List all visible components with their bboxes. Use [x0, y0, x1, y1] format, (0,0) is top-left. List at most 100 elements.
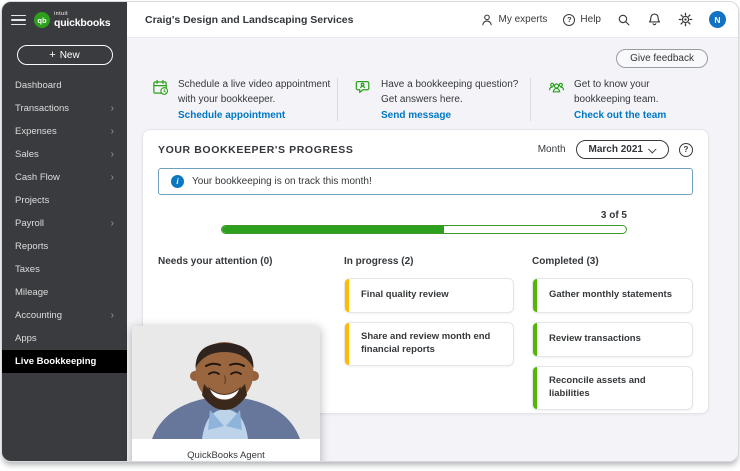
- column-header: Needs your attention (0): [158, 256, 273, 267]
- sidebar-item-label: Mileage: [15, 287, 49, 298]
- progress-count: 3 of 5: [600, 210, 627, 221]
- progress-bar-fill: [222, 226, 445, 233]
- info-icon: i: [171, 175, 184, 188]
- question-circle-icon: ?: [563, 13, 576, 26]
- sidebar-item-live-bookkeeping[interactable]: Live Bookkeeping: [2, 350, 127, 373]
- sidebar-item-label: Transactions: [15, 103, 70, 114]
- plus-icon: +: [49, 49, 56, 61]
- sidebar-item-label: Accounting: [15, 310, 63, 321]
- my-experts-button[interactable]: My experts: [480, 13, 548, 27]
- sidebar-item-label: Projects: [15, 195, 50, 206]
- sidebar: qb intuit quickbooks + New Dashboard Tran…: [2, 2, 127, 461]
- sidebar-item-label: Dashboard: [15, 80, 62, 91]
- task-label: Share and review month end financial rep…: [361, 331, 491, 355]
- sidebar-item-mileage[interactable]: Mileage: [2, 281, 127, 304]
- settings-gear-icon[interactable]: [678, 12, 693, 27]
- sidebar-item-expenses[interactable]: Expenses ›: [2, 120, 127, 143]
- task-status-accent: [533, 323, 537, 356]
- calendar-icon: [153, 79, 169, 95]
- sidebar-item-label: Apps: [15, 333, 37, 344]
- help-button[interactable]: ? Help: [563, 13, 601, 26]
- task-card-review-transactions[interactable]: Review transactions: [532, 322, 693, 357]
- month-label: Month: [537, 144, 566, 155]
- task-status-accent: [533, 279, 537, 312]
- month-select[interactable]: March 2021: [575, 140, 669, 159]
- company-name: Craig's Design and Landscaping Services: [145, 13, 354, 26]
- sidebar-item-label: Payroll: [15, 218, 45, 229]
- progress-zone: 3 of 5: [221, 210, 627, 234]
- callout-link-check-out-the-team[interactable]: Check out the team: [574, 110, 667, 121]
- sidebar-item-apps[interactable]: Apps: [2, 327, 127, 350]
- quickbooks-logo: qb intuit quickbooks: [34, 11, 111, 29]
- topbar: Craig's Design and Landscaping Services …: [127, 2, 738, 38]
- hamburger-menu-icon[interactable]: [11, 14, 26, 26]
- sidebar-item-label: Reports: [15, 241, 49, 252]
- task-status-accent: [533, 367, 537, 409]
- person-icon: [481, 14, 492, 25]
- task-label: Reconcile assets and liabilities: [549, 375, 646, 399]
- status-banner: i Your bookkeeping is on track this mont…: [158, 168, 693, 195]
- sidebar-item-taxes[interactable]: Taxes: [2, 258, 127, 281]
- callout-check-out-the-team: Get to know your bookkeeping team. Check …: [530, 78, 738, 121]
- agent-caption: QuickBooks Agent: [132, 444, 320, 461]
- sidebar-item-label: Expenses: [15, 126, 57, 137]
- task-columns: Needs your attention (0) In progress (2) F…: [158, 256, 693, 419]
- column-needs-your-attention-: Needs your attention (0): [158, 256, 344, 419]
- callout-link-send-message[interactable]: Send message: [381, 110, 452, 121]
- qb-monogram-icon: qb: [34, 12, 50, 28]
- sidebar-item-payroll[interactable]: Payroll ›: [2, 212, 127, 235]
- sidebar-item-label: Sales: [15, 149, 39, 160]
- give-feedback-button[interactable]: Give feedback: [616, 49, 708, 68]
- main-area: Craig's Design and Landscaping Services …: [127, 2, 738, 461]
- logo-row: qb intuit quickbooks: [2, 2, 127, 38]
- task-card-gather-monthly-statements[interactable]: Gather monthly statements: [532, 278, 693, 313]
- month-value: March 2021: [588, 144, 643, 155]
- chevron-right-icon: ›: [110, 217, 114, 229]
- sidebar-item-sales[interactable]: Sales ›: [2, 143, 127, 166]
- callout-text: Get to know your bookkeeping team.: [574, 79, 659, 105]
- sidebar-item-dashboard[interactable]: Dashboard: [2, 74, 127, 97]
- task-label: Final quality review: [361, 289, 449, 301]
- sidebar-item-label: Taxes: [15, 264, 40, 275]
- status-banner-text: Your bookkeeping is on track this month!: [192, 176, 372, 187]
- team-icon: [548, 82, 565, 93]
- chevron-right-icon: ›: [110, 102, 114, 114]
- callout-send-message: Have a bookkeeping question? Get answers…: [337, 78, 530, 121]
- column-in-progress-: In progress (2) Final quality review Share…: [344, 256, 532, 419]
- sidebar-item-projects[interactable]: Projects: [2, 189, 127, 212]
- progress-help-icon[interactable]: ?: [679, 142, 693, 157]
- sidebar-item-accounting[interactable]: Accounting ›: [2, 304, 127, 327]
- task-card-reconcile-assets-and-liabilities[interactable]: Reconcile assets and liabilities: [532, 366, 693, 410]
- callout-text: Have a bookkeeping question? Get answers…: [381, 79, 519, 105]
- sidebar-item-label: Live Bookkeeping: [15, 356, 97, 367]
- sidebar-item-reports[interactable]: Reports: [2, 235, 127, 258]
- task-status-accent: [345, 323, 349, 365]
- new-button-label: New: [59, 49, 80, 61]
- progress-card-title: YOUR BOOKKEEPER'S PROGRESS: [158, 143, 354, 156]
- user-avatar[interactable]: N: [709, 11, 726, 28]
- task-card-share-and-review-month-end-financial-reports[interactable]: Share and review month end financial rep…: [344, 322, 514, 366]
- sidebar-item-transactions[interactable]: Transactions ›: [2, 97, 127, 120]
- message-icon: [355, 81, 370, 94]
- content-area: Give feedback Schedule a live video appo…: [127, 38, 738, 461]
- new-button[interactable]: + New: [16, 45, 113, 65]
- search-icon[interactable]: [617, 13, 631, 27]
- column-header: In progress (2): [344, 256, 414, 267]
- callouts-row: Schedule a live video appointment with y…: [127, 38, 738, 121]
- chevron-right-icon: ›: [110, 148, 114, 160]
- progress-bar-track: [221, 225, 627, 234]
- task-card-final-quality-review[interactable]: Final quality review: [344, 278, 514, 313]
- callout-link-schedule-appointment[interactable]: Schedule appointment: [178, 110, 286, 121]
- sidebar-nav: Dashboard Transactions › Expenses › Sales › Cas…: [2, 74, 127, 373]
- notifications-bell-icon[interactable]: [647, 12, 662, 27]
- callout-text: Schedule a live video appointment with y…: [178, 79, 331, 105]
- quickbooks-window: qb intuit quickbooks + New Dashboard Tran…: [1, 1, 739, 462]
- agent-photo: [132, 326, 320, 439]
- agent-card: QuickBooks Agent: [132, 326, 320, 461]
- my-experts-label: My experts: [498, 14, 548, 25]
- quickbooks-wordmark: quickbooks: [54, 17, 111, 29]
- task-label: Review transactions: [549, 333, 641, 345]
- sidebar-item-cash-flow[interactable]: Cash Flow ›: [2, 166, 127, 189]
- task-label: Gather monthly statements: [549, 289, 672, 301]
- callout-schedule-appointment: Schedule a live video appointment with y…: [152, 78, 337, 121]
